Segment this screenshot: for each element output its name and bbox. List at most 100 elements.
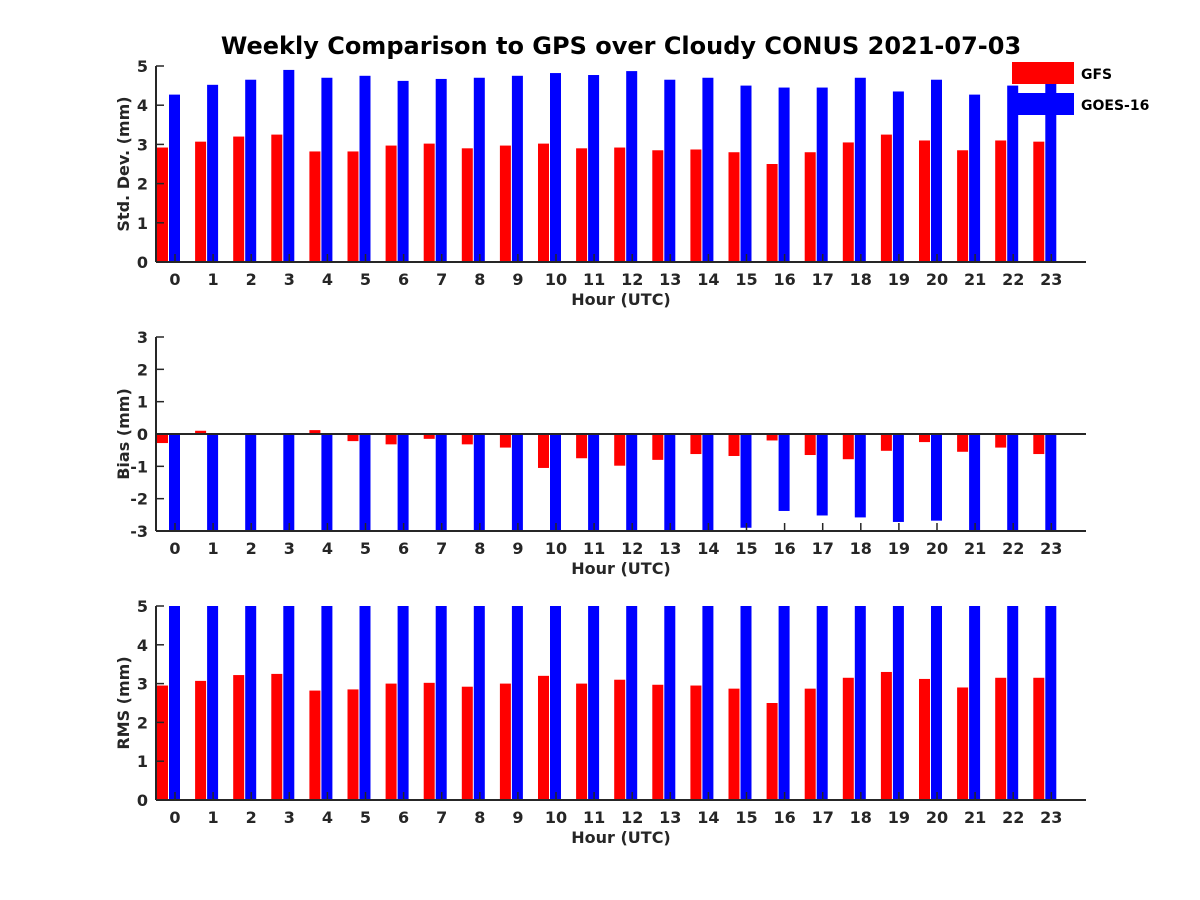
stddev-bar-gfs-22 [995,140,1007,262]
bias-xtick-label: 5 [360,539,371,558]
rms-xtick-label: 7 [436,808,447,827]
stddev-ytick-label: 2 [137,175,148,194]
rms-bar-goes-16-9 [511,606,523,800]
stddev-bar-goes-16-8 [473,77,485,262]
rms-bar-gfs-5 [347,689,359,800]
bias-bar-goes-16-4 [321,434,333,531]
bias-bar-gfs-20 [919,434,930,443]
rms-bar-gfs-18 [842,677,854,800]
rms-bar-gfs-7 [423,682,435,800]
bias-bar-gfs-4 [309,430,321,434]
bias-bar-gfs-1 [195,430,207,434]
rms-bar-goes-16-19 [892,606,904,800]
bias-bar-goes-16-20 [931,434,942,521]
stddev-xtick-label: 5 [360,270,371,289]
bias-xtick-label: 10 [545,539,567,558]
rms-bar-gfs-21 [957,687,969,800]
bias-xtick-label: 0 [169,539,180,558]
bias-bar-goes-16-19 [892,434,904,522]
rms-bar-goes-16-17 [816,606,828,800]
bias-xtick-label: 1 [208,539,219,558]
rms-bar-gfs-10 [538,675,549,800]
stddev-xtick-label: 16 [773,270,795,289]
bias-ytick-label: 0 [137,425,148,444]
rms-xtick-label: 9 [512,808,523,827]
bias-ytick-label: -3 [130,522,148,541]
rms-xtick-label: 22 [1002,808,1024,827]
stddev-bar-gfs-15 [728,152,740,262]
stddev-xtick-label: 17 [812,270,834,289]
bias-ytick-label: -1 [130,457,148,476]
stddev-bar-gfs-9 [499,145,511,262]
bias-xtick-label: 15 [735,539,757,558]
stddev-xtick-label: 21 [964,270,986,289]
stddev-xtick-label: 6 [398,270,409,289]
bias-bar-goes-16-8 [473,434,485,531]
stddev-bar-gfs-6 [385,145,397,262]
stddev-bar-goes-16-7 [435,78,447,262]
stddev-bar-goes-16-16 [778,87,790,262]
rms-bar-goes-16-11 [588,606,600,800]
rms-bar-goes-16-1 [207,606,219,800]
bias-bar-gfs-21 [957,434,969,452]
rms-xtick-label: 11 [583,808,605,827]
bias-bar-gfs-16 [766,434,778,441]
stddev-xtick-label: 13 [659,270,681,289]
stddev-bar-goes-16-1 [207,84,219,262]
bias-y-axis-label: Bias (mm) [114,388,133,480]
bias-bar-goes-16-16 [778,434,790,511]
stddev-xtick-label: 11 [583,270,605,289]
legend-swatch-goes-16 [1012,93,1074,115]
stddev-bar-goes-16-15 [740,85,752,262]
stddev-bar-goes-16-3 [283,69,295,262]
bias-bar-gfs-23 [1033,434,1045,455]
rms-xtick-label: 20 [926,808,948,827]
stddev-bar-goes-16-17 [816,87,828,262]
stddev-bar-gfs-2 [233,136,245,262]
stddev-bar-goes-16-10 [550,73,561,262]
bias-bar-goes-16-15 [740,434,752,528]
rms-bar-gfs-17 [804,688,816,800]
rms-xtick-label: 14 [697,808,719,827]
bias-bar-goes-16-23 [1045,434,1057,531]
rms-xtick-label: 15 [735,808,757,827]
rms-bar-goes-16-8 [473,606,485,800]
rms-bar-gfs-4 [309,690,321,800]
bias-ytick-label: -2 [130,490,148,509]
rms-bar-gfs-9 [499,683,511,800]
bias-bar-gfs-0 [157,434,168,444]
stddev-bar-gfs-23 [1033,141,1045,262]
rms-xtick-label: 16 [773,808,795,827]
rms-ytick-label: 1 [137,752,148,771]
rms-bar-gfs-6 [385,683,397,800]
stddev-bar-goes-16-9 [511,75,523,262]
bias-bar-gfs-14 [690,434,702,455]
stddev-bar-gfs-13 [652,150,664,262]
bias-xtick-label: 22 [1002,539,1024,558]
rms-xtick-label: 13 [659,808,681,827]
stddev-bar-goes-16-5 [359,75,371,262]
stddev-bar-gfs-11 [576,148,588,262]
bias-xtick-label: 13 [659,539,681,558]
stddev-ytick-label: 1 [137,214,148,233]
bias-bar-gfs-15 [728,434,740,456]
stddev-ytick-label: 0 [137,253,148,272]
bias-xtick-label: 9 [512,539,523,558]
rms-xtick-label: 18 [850,808,872,827]
stddev-bar-goes-16-18 [854,77,866,262]
stddev-bar-gfs-8 [461,148,473,262]
bias-xtick-label: 14 [697,539,719,558]
stddev-bar-goes-16-21 [969,94,981,262]
stddev-xtick-label: 19 [888,270,910,289]
rms-bar-goes-16-6 [397,606,409,800]
rms-bar-goes-16-16 [778,606,790,800]
rms-xtick-label: 10 [545,808,567,827]
rms-xtick-label: 23 [1040,808,1062,827]
bias-x-axis-label: Hour (UTC) [571,559,671,578]
bias-bar-gfs-22 [995,434,1007,448]
stddev-bar-goes-16-13 [664,79,676,262]
stddev-bar-goes-16-22 [1007,85,1019,262]
stddev-xtick-label: 22 [1002,270,1024,289]
rms-bar-gfs-2 [233,675,245,800]
